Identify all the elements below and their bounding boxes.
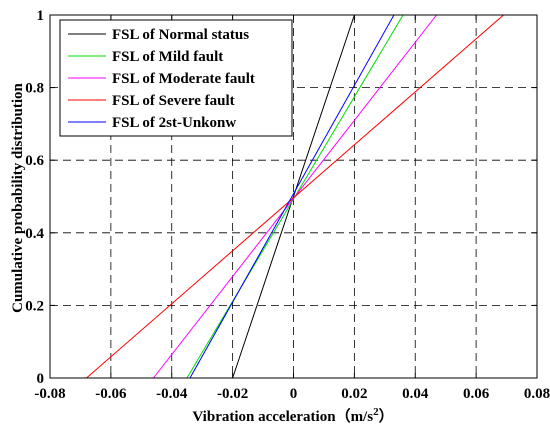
x-tick-label: -0.08 (34, 386, 65, 402)
y-tick-label: 0.2 (25, 298, 44, 314)
legend: FSL of Normal status FSL of Mild fault FSL… (59, 19, 293, 137)
legend-label: FSL of Mild fault (112, 49, 223, 65)
y-tick-label: 0.4 (25, 226, 44, 242)
x-tick-label: 0.02 (341, 386, 367, 402)
y-axis-label: Cumulative probability distribution (10, 82, 26, 312)
x-tick-label: 0.08 (524, 386, 550, 402)
legend-label: FSL of Normal status (112, 27, 249, 43)
legend-label: FSL of Severe fault (112, 93, 235, 109)
y-tick-label: 0.6 (25, 153, 44, 169)
y-tick-label: 0 (37, 371, 45, 387)
axis-ticks: -0.08 -0.06 -0.04 -0.02 0 0.02 0.04 0.06 0.08 0 0.… (25, 8, 550, 402)
y-tick-label: 0.8 (25, 81, 44, 97)
legend-label: FSL of Moderate fault (112, 71, 255, 87)
x-tick-label: 0 (290, 386, 298, 402)
series-line (86, 14, 504, 379)
y-tick-label: 1 (37, 8, 45, 24)
x-tick-label: -0.06 (95, 386, 127, 402)
legend-label: FSL of 2st-Unkonw (112, 115, 236, 131)
x-tick-label: -0.04 (156, 386, 188, 402)
series-line (232, 14, 355, 379)
series-line (189, 14, 395, 379)
x-tick-label: -0.02 (217, 386, 248, 402)
x-tick-label: 0.04 (402, 386, 429, 402)
x-tick-label: 0.06 (463, 386, 490, 402)
x-axis-label: Vibration acceleration（m/s2） (192, 406, 393, 425)
series-lines (86, 14, 504, 379)
